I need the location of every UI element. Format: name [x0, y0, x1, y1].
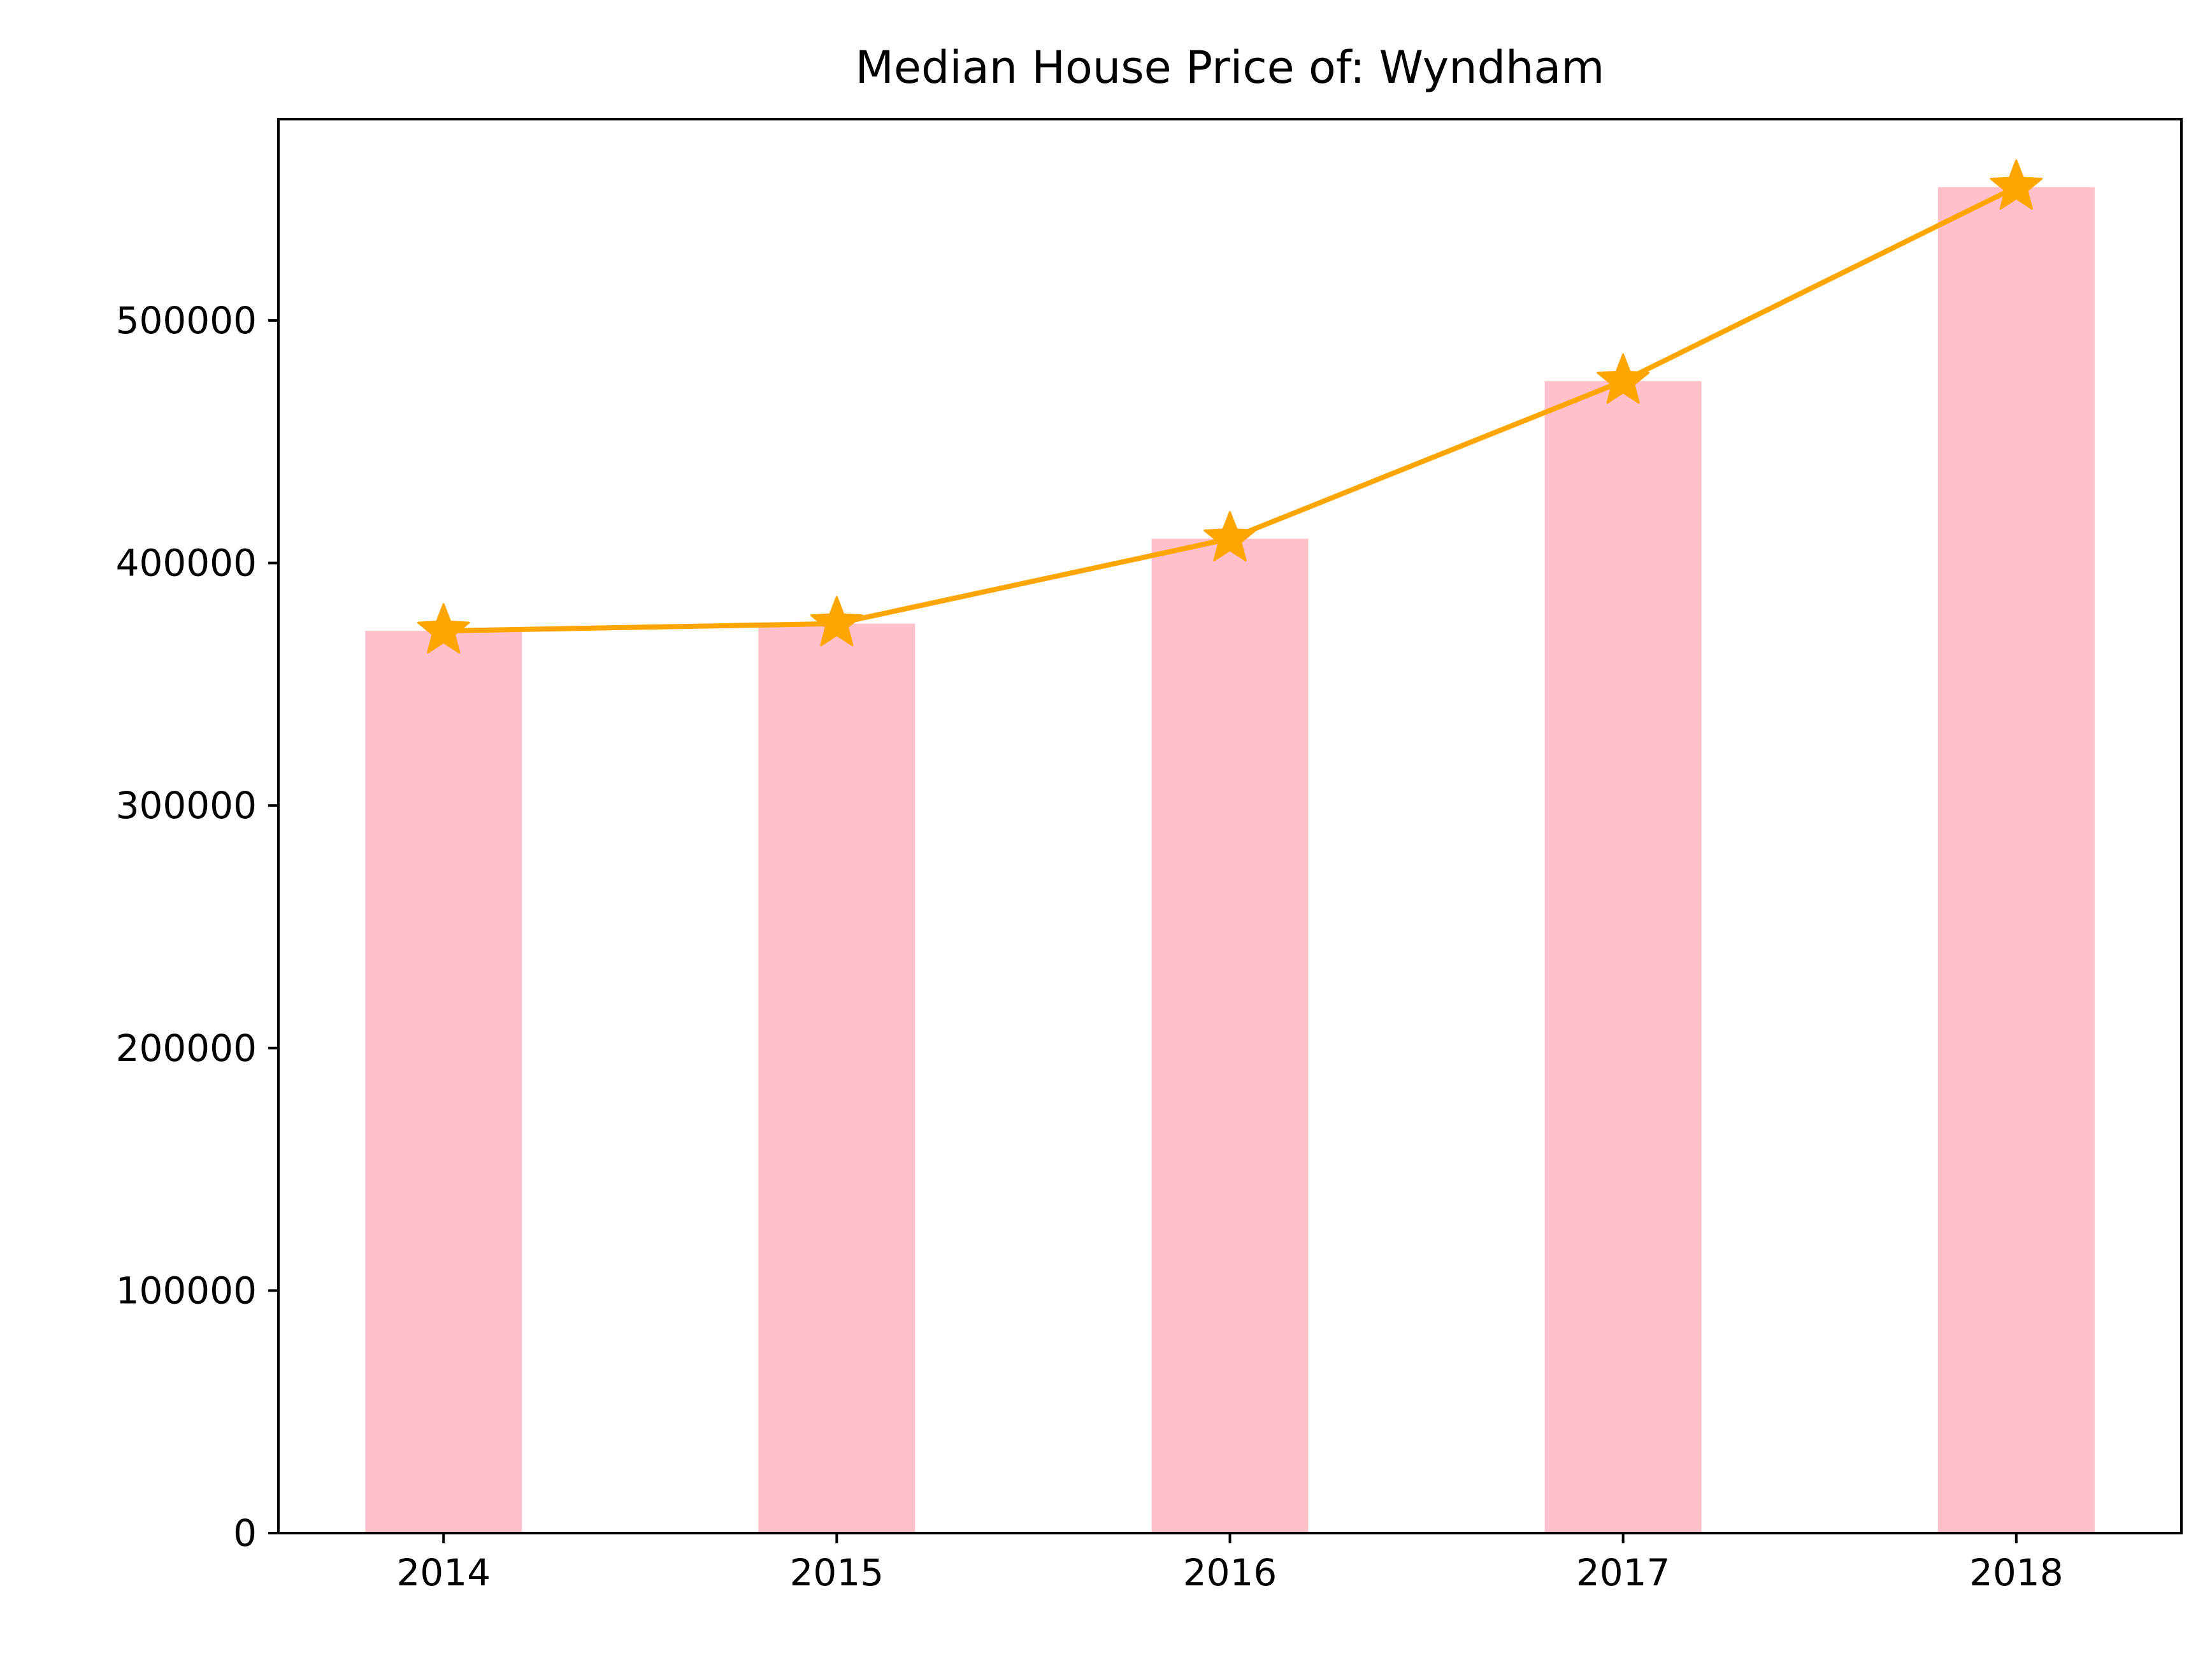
x-tick-label-2015: 2015	[790, 1551, 884, 1594]
bar-2014	[365, 631, 522, 1533]
line-layer	[417, 159, 2043, 654]
y-tick-label-0: 0	[233, 1511, 257, 1555]
x-tick-label-2014: 2014	[396, 1551, 491, 1594]
bars-layer	[365, 187, 2095, 1534]
bar-2017	[1544, 381, 1702, 1533]
y-tick-label-500000: 500000	[116, 299, 257, 342]
y-tick-label-100000: 100000	[116, 1269, 257, 1312]
ticks-layer: 2014 2015 2016 2017 2018 0 100000 200000 300000 4…	[116, 299, 2064, 1594]
star-marker-2017	[1597, 353, 1650, 404]
y-tick-label-200000: 200000	[116, 1027, 257, 1070]
bar-2015	[758, 623, 916, 1534]
x-tick-label-2016: 2016	[1183, 1551, 1277, 1594]
y-tick-label-400000: 400000	[116, 542, 257, 585]
star-marker-2014	[417, 603, 470, 654]
star-marker-2018	[1990, 159, 2043, 210]
chart-title: Median House Price of: Wyndham	[856, 41, 1605, 94]
bar-2018	[1937, 187, 2095, 1533]
star-marker-2016	[1203, 511, 1256, 561]
y-tick-label-300000: 300000	[116, 784, 257, 827]
x-tick-label-2018: 2018	[1969, 1551, 2064, 1594]
star-marker-2015	[810, 596, 863, 647]
bar-2016	[1151, 538, 1309, 1533]
x-tick-label-2017: 2017	[1576, 1551, 1670, 1594]
